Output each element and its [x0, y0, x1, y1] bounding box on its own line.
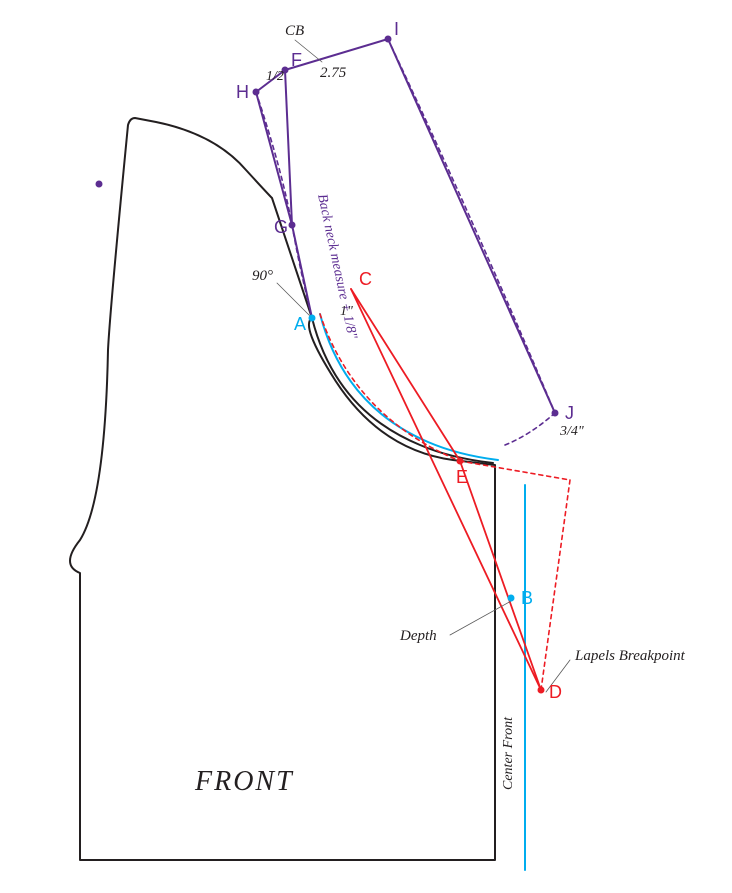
annotation-cb: CB: [285, 23, 304, 39]
point-A-label: A: [294, 314, 306, 334]
point-B-dot: [508, 595, 515, 602]
point-I-label: I: [394, 19, 399, 39]
point-D-label: D: [549, 682, 562, 702]
annotation-fi_275: 2.75: [320, 65, 347, 81]
point-iso-dot: [96, 181, 103, 188]
annotation-lapel: Lapels Breakpoint: [574, 648, 686, 664]
annotation-front: FRONT: [194, 766, 294, 797]
point-J-label: J: [565, 403, 574, 423]
point-F-label: F: [291, 50, 302, 70]
point-I-dot: [385, 36, 392, 43]
annotation-ninety: 90°: [252, 268, 273, 284]
point-B-label: B: [521, 588, 533, 608]
point-H-dot: [253, 89, 260, 96]
point-E-dot: [457, 458, 464, 465]
point-A-dot: [309, 315, 316, 322]
annotation-center_front: Center Front: [501, 716, 516, 790]
annotation-depth: Depth: [399, 628, 437, 644]
point-D-dot: [538, 687, 545, 694]
background: [0, 0, 732, 893]
annotation-hf_12: 1/2: [266, 69, 284, 84]
point-G-label: G: [274, 217, 288, 237]
point-H-label: H: [236, 82, 249, 102]
point-E-label: E: [456, 467, 468, 487]
point-C-label: C: [359, 269, 372, 289]
annotation-three_qtr: 3/4": [559, 424, 584, 439]
point-J-dot: [552, 410, 559, 417]
point-G-dot: [289, 222, 296, 229]
